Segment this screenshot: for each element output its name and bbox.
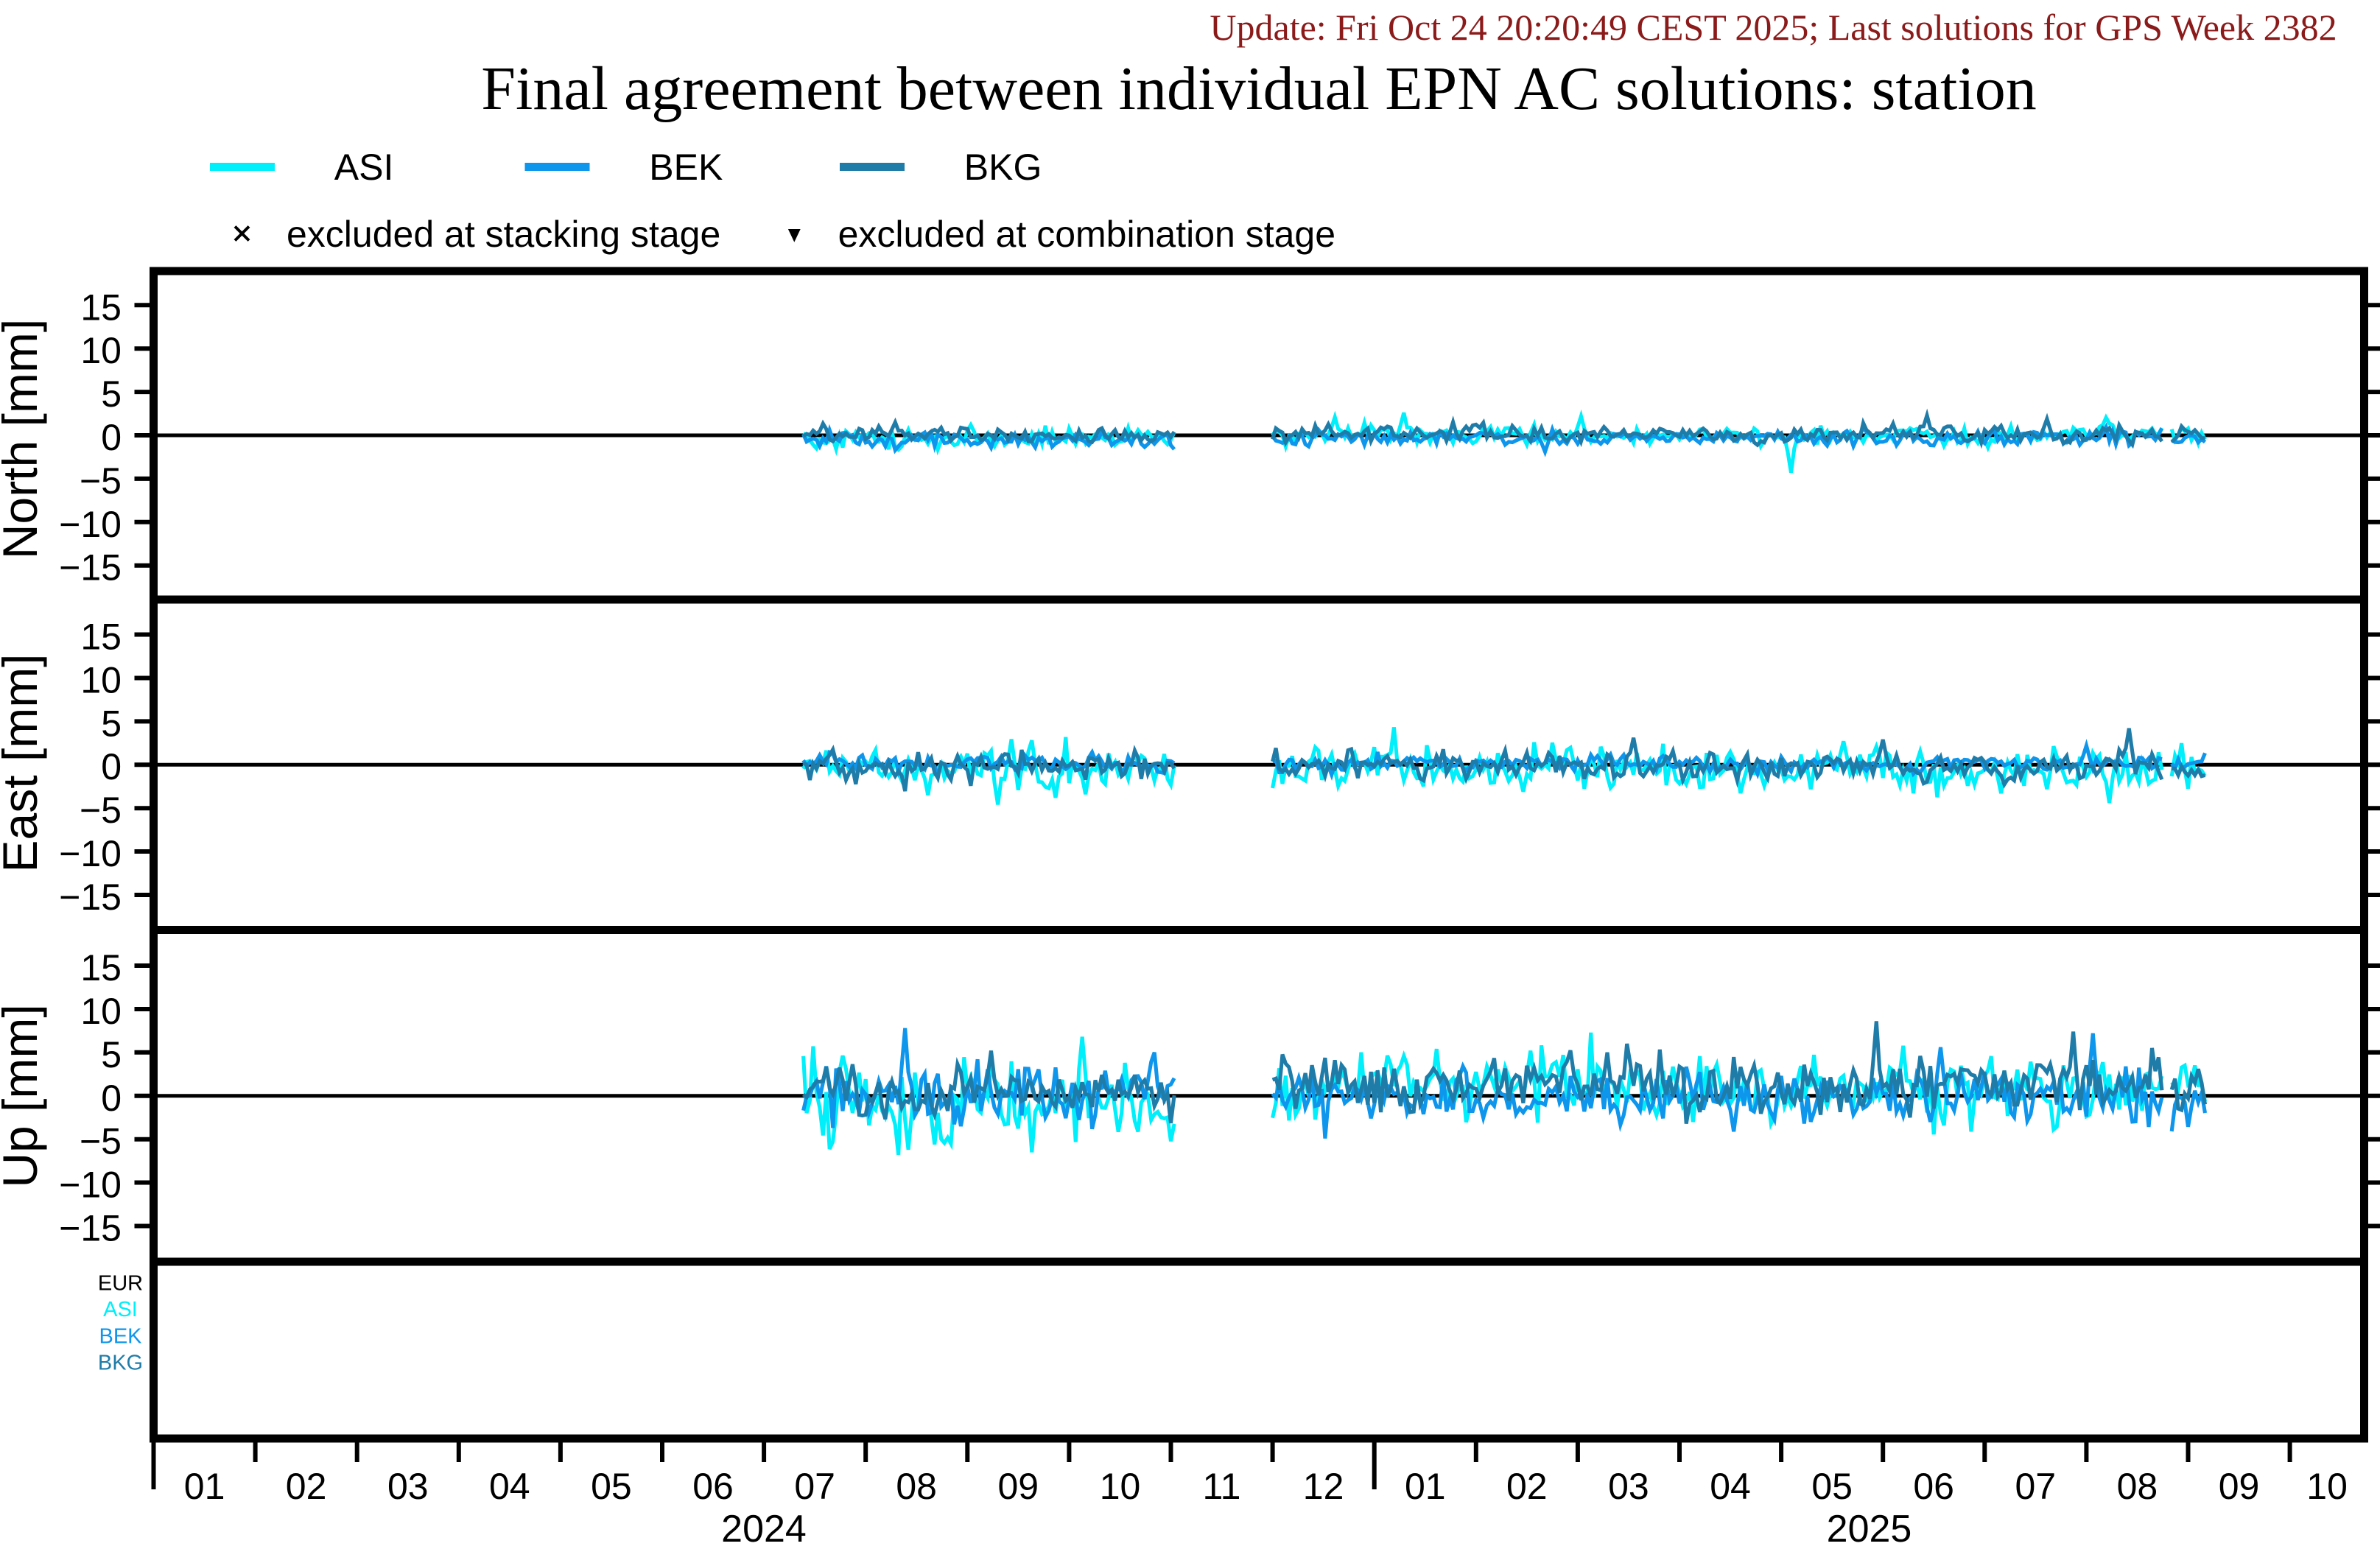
svg-text:02: 02 bbox=[286, 1466, 327, 1507]
svg-text:0: 0 bbox=[101, 1078, 122, 1119]
svg-text:Up [mm]: Up [mm] bbox=[0, 1004, 47, 1187]
svg-text:BEK: BEK bbox=[649, 147, 723, 188]
svg-text:excluded at stacking stage: excluded at stacking stage bbox=[287, 214, 720, 255]
svg-text:04: 04 bbox=[1710, 1466, 1751, 1507]
svg-text:10: 10 bbox=[80, 330, 122, 371]
svg-text:2025: 2025 bbox=[1827, 1508, 1912, 1545]
svg-text:BKG: BKG bbox=[98, 1352, 143, 1375]
svg-text:06: 06 bbox=[1913, 1466, 1954, 1507]
svg-text:−5: −5 bbox=[80, 790, 122, 831]
svg-text:15: 15 bbox=[80, 287, 122, 328]
svg-text:0: 0 bbox=[101, 417, 122, 458]
svg-text:07: 07 bbox=[794, 1466, 835, 1507]
svg-text:05: 05 bbox=[1811, 1466, 1853, 1507]
svg-text:0: 0 bbox=[101, 746, 122, 787]
svg-text:2024: 2024 bbox=[721, 1508, 807, 1545]
svg-text:BKG: BKG bbox=[964, 147, 1042, 188]
svg-text:09: 09 bbox=[2219, 1466, 2260, 1507]
svg-text:04: 04 bbox=[489, 1466, 530, 1507]
svg-text:BEK: BEK bbox=[99, 1324, 142, 1348]
svg-text:01: 01 bbox=[1405, 1466, 1446, 1507]
svg-text:−15: −15 bbox=[59, 877, 122, 918]
svg-text:08: 08 bbox=[896, 1466, 937, 1507]
svg-text:Update: Fri Oct 24 20:20:49 CE: Update: Fri Oct 24 20:20:49 CEST 2025; L… bbox=[1210, 7, 2337, 48]
svg-text:−10: −10 bbox=[59, 504, 122, 545]
svg-text:10: 10 bbox=[1100, 1466, 1141, 1507]
svg-text:03: 03 bbox=[387, 1466, 429, 1507]
svg-text:10: 10 bbox=[80, 660, 122, 701]
svg-text:01: 01 bbox=[184, 1466, 225, 1507]
svg-text:East [mm]: East [mm] bbox=[0, 653, 47, 872]
svg-text:−15: −15 bbox=[59, 547, 122, 589]
svg-text:excluded at combination stage: excluded at combination stage bbox=[838, 214, 1335, 255]
svg-text:15: 15 bbox=[80, 617, 122, 658]
svg-text:ASI: ASI bbox=[334, 147, 394, 188]
svg-text:Final agreement between indivi: Final agreement between individual EPN A… bbox=[481, 55, 2036, 123]
svg-text:ASI: ASI bbox=[103, 1298, 138, 1321]
svg-text:−10: −10 bbox=[59, 833, 122, 874]
svg-text:05: 05 bbox=[591, 1466, 632, 1507]
svg-text:5: 5 bbox=[101, 703, 122, 744]
svg-text:10: 10 bbox=[2306, 1466, 2348, 1507]
svg-text:03: 03 bbox=[1608, 1466, 1649, 1507]
svg-text:12: 12 bbox=[1303, 1466, 1344, 1507]
svg-text:09: 09 bbox=[997, 1466, 1039, 1507]
svg-text:−5: −5 bbox=[80, 460, 122, 502]
svg-text:−15: −15 bbox=[59, 1208, 122, 1249]
svg-text:08: 08 bbox=[2117, 1466, 2158, 1507]
svg-text:11: 11 bbox=[1203, 1466, 1241, 1507]
svg-text:−5: −5 bbox=[80, 1121, 122, 1162]
svg-text:EUR: EUR bbox=[98, 1271, 143, 1295]
svg-text:07: 07 bbox=[2015, 1466, 2056, 1507]
svg-text:15: 15 bbox=[80, 947, 122, 988]
svg-text:−10: −10 bbox=[59, 1165, 122, 1206]
svg-text:10: 10 bbox=[80, 991, 122, 1032]
svg-text:North [mm]: North [mm] bbox=[0, 319, 47, 559]
svg-text:02: 02 bbox=[1506, 1466, 1548, 1507]
svg-text:5: 5 bbox=[101, 1034, 122, 1075]
svg-text:06: 06 bbox=[692, 1466, 734, 1507]
svg-text:5: 5 bbox=[101, 373, 122, 415]
